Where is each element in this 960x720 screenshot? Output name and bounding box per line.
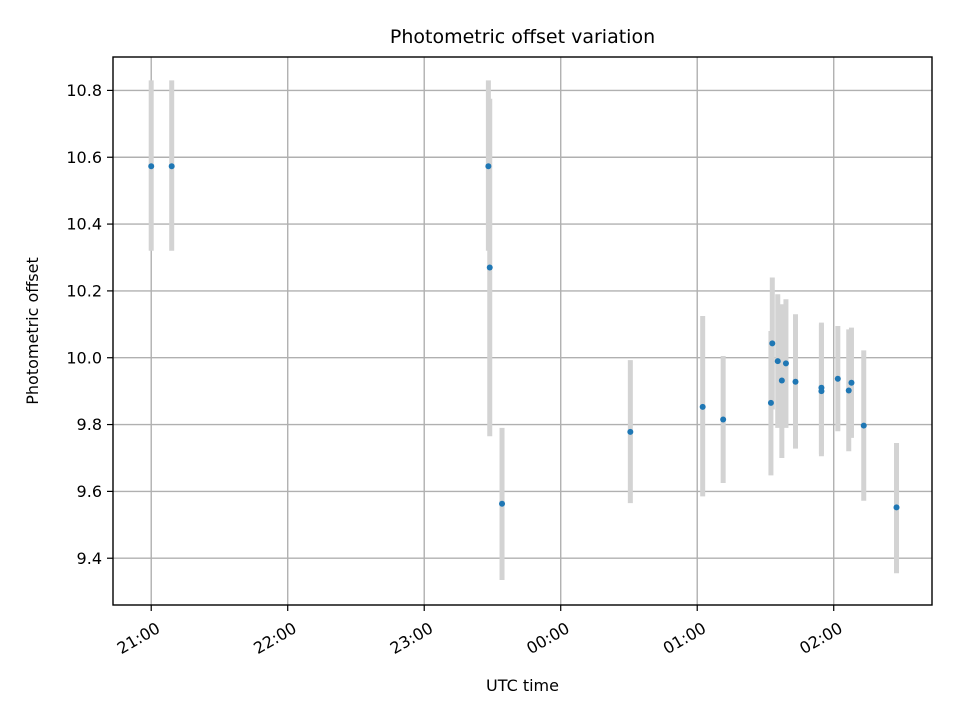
- data-point: [767, 399, 774, 406]
- data-point: [720, 416, 727, 423]
- data-point: [486, 264, 493, 271]
- y-axis: 9.4 9.6 9.8 10.0 10.2 10.4 10.6 10.8: [66, 81, 113, 568]
- y-tick-label: 9.4: [77, 549, 102, 568]
- data-point: [893, 504, 900, 511]
- data-point: [848, 379, 855, 386]
- data-point: [485, 163, 492, 170]
- data-point: [834, 375, 841, 382]
- data-point: [699, 403, 706, 410]
- data-points: [148, 163, 900, 511]
- y-tick-label: 10.2: [66, 282, 102, 301]
- grid: [113, 57, 932, 605]
- y-tick-label: 10.8: [66, 81, 102, 100]
- y-tick-label: 10.6: [66, 148, 102, 167]
- data-point: [769, 340, 776, 347]
- y-tick-label: 10.0: [66, 348, 102, 367]
- y-axis-title: Photometric offset: [23, 257, 42, 405]
- data-point: [774, 358, 781, 365]
- y-tick-label: 9.6: [77, 482, 102, 501]
- data-point: [845, 387, 852, 394]
- y-tick-label: 10.4: [66, 215, 102, 234]
- y-tick-label: 9.8: [77, 415, 102, 434]
- data-point: [499, 500, 506, 507]
- data-point: [627, 428, 634, 435]
- data-point: [792, 378, 799, 385]
- data-point: [782, 360, 789, 367]
- data-point: [778, 377, 785, 384]
- plot-frame: [112, 56, 933, 606]
- chart-title: Photometric offset variation: [390, 26, 655, 48]
- data-point: [168, 163, 175, 170]
- data-point: [860, 422, 867, 429]
- data-point: [818, 388, 825, 395]
- data-point: [148, 163, 155, 170]
- x-axis-title: UTC time: [486, 676, 559, 695]
